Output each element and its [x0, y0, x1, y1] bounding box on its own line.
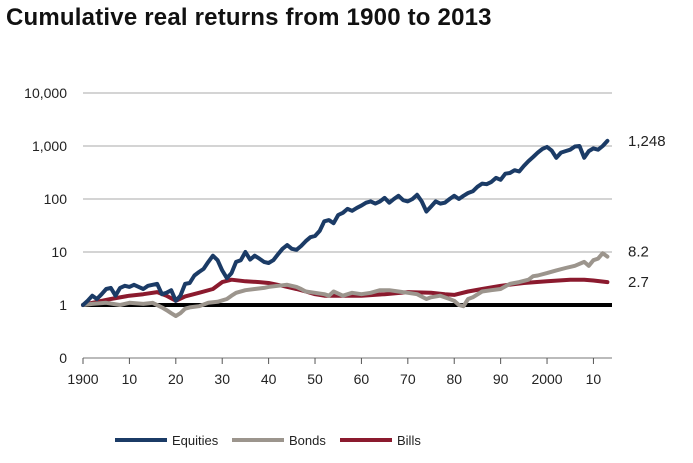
series-line-bonds — [81, 251, 610, 318]
x-tick-label: 60 — [354, 371, 370, 387]
y-tick-label: 1 — [59, 297, 67, 313]
x-tick-label: 2000 — [531, 371, 562, 387]
x-tick-label: 10 — [122, 371, 138, 387]
y-tick-label: 0 — [59, 350, 67, 366]
end-label-bonds: 8.2 — [628, 244, 649, 261]
legend-label-bonds: Bonds — [289, 433, 326, 448]
x-tick-label: 70 — [400, 371, 416, 387]
legend-label-equities: Equities — [172, 433, 219, 448]
x-tick-label: 80 — [446, 371, 462, 387]
end-labels: 1,248 8.2 2.7 — [628, 133, 666, 291]
end-label-bills: 2.7 — [628, 274, 649, 291]
x-tick-label: 30 — [214, 371, 230, 387]
axes: 0 1 10 100 1,000 10,000 1900 10 20 30 40 50 60 70 80 90… — [24, 85, 601, 387]
x-tick-label: 1900 — [67, 371, 98, 387]
y-tick-label: 100 — [44, 191, 68, 207]
legend-label-bills: Bills — [397, 433, 421, 448]
y-tick-label: 10,000 — [24, 85, 67, 101]
series-line-equities — [81, 138, 610, 307]
legend: Equities Bonds Bills — [115, 433, 421, 448]
y-tick-label: 1,000 — [32, 138, 67, 154]
y-tick-label: 10 — [51, 244, 67, 260]
gridlines — [83, 92, 612, 359]
series-lines — [81, 138, 610, 318]
x-tick-label: 40 — [261, 371, 277, 387]
x-tick-label: 90 — [493, 371, 509, 387]
x-tick-label: 20 — [168, 371, 184, 387]
x-tick-label: 50 — [307, 371, 323, 387]
x-tick-label: 10 — [586, 371, 602, 387]
end-label-equities: 1,248 — [628, 133, 666, 150]
chart-title: Cumulative real returns from 1900 to 201… — [6, 4, 492, 31]
